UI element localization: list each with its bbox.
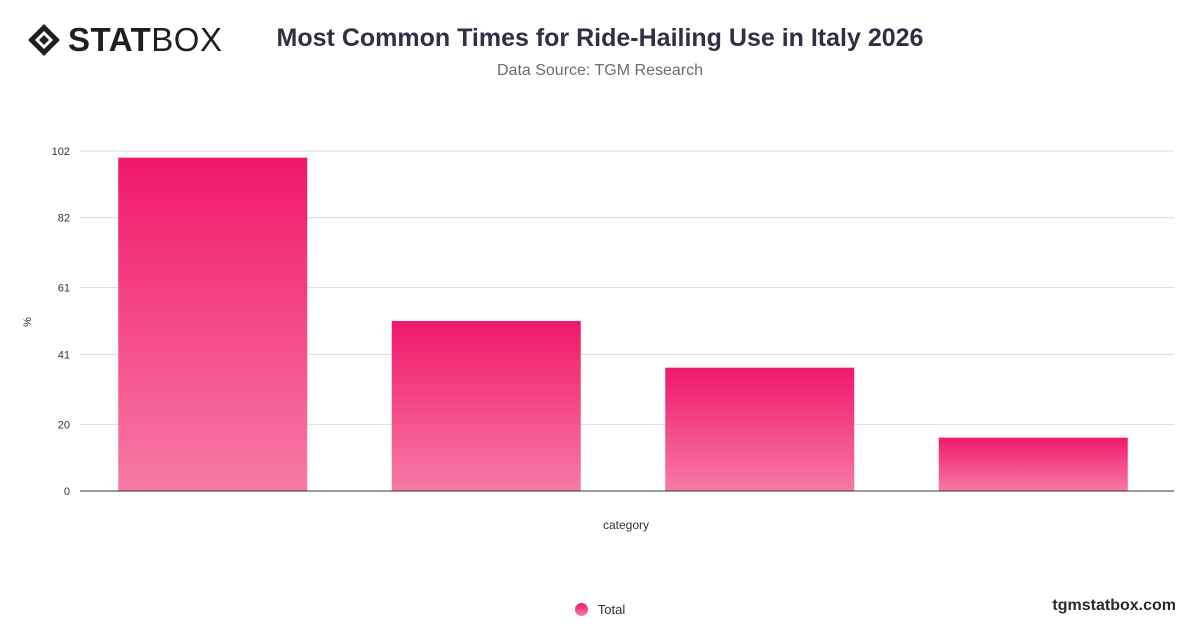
x-axis-title: category [603, 518, 649, 532]
diamond-logo-icon [28, 24, 60, 56]
logo-text-thin: BOX [151, 21, 223, 58]
y-tick-label: 20 [58, 419, 70, 431]
chart-legend[interactable]: Total [0, 602, 1200, 617]
y-tick-label: 0 [64, 486, 70, 498]
brand-url: tgmstatbox.com [1052, 597, 1176, 614]
y-tick-label: 41 [58, 349, 70, 361]
chart-subtitle: Data Source: TGM Research [496, 62, 703, 79]
chart-title: Most Common Times for Ride-Hailing Use i… [276, 24, 924, 52]
y-tick-label: 102 [52, 146, 70, 158]
y-tick-label: 82 [58, 213, 70, 225]
y-tick-label: 61 [58, 283, 70, 295]
bar-1[interactable] [118, 157, 308, 491]
y-axis-title: % [22, 317, 34, 327]
bar-3[interactable] [665, 367, 855, 491]
bar-2[interactable] [391, 321, 581, 491]
statbox-logo: STATBOX [26, 22, 222, 58]
legend-label-total: Total [597, 602, 626, 617]
bar-4[interactable] [938, 437, 1128, 491]
legend-swatch [574, 603, 588, 616]
logo-text: STATBOX [68, 22, 222, 58]
logo-text-bold: STAT [68, 21, 152, 58]
